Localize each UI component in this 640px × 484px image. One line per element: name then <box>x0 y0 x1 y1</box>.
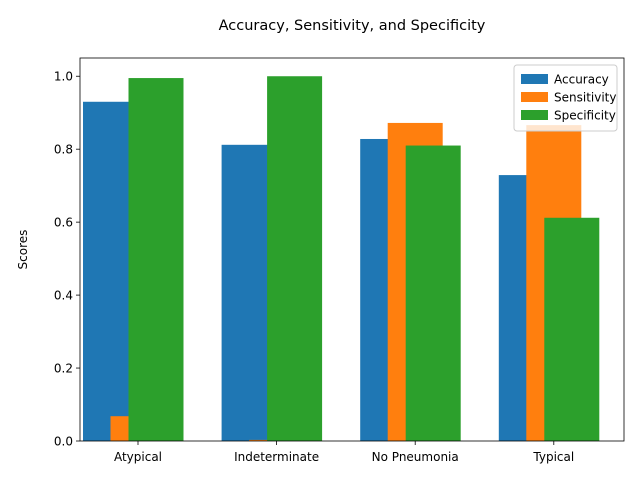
chart-title: Accuracy, Sensitivity, and Specificity <box>219 18 486 34</box>
x-tick-label-typical: Typical <box>532 450 574 464</box>
y-tick-label: 0.6 <box>54 216 73 230</box>
legend-swatch-specificity <box>521 110 548 120</box>
y-tick-label: 0.8 <box>54 143 73 157</box>
bars-layer <box>83 76 600 442</box>
bar-specificity-no-pneumonia <box>405 145 461 442</box>
legend-swatch-accuracy <box>521 74 548 84</box>
y-axis-label: Scores <box>16 230 30 270</box>
legend: Accuracy Sensitivity Specificity <box>513 64 618 132</box>
y-tick-label: 1.0 <box>54 70 73 84</box>
x-tick-label-indeterminate: Indeterminate <box>234 450 319 464</box>
legend-swatch-sensitivity <box>521 92 548 102</box>
legend-label-accuracy: Accuracy <box>554 73 609 87</box>
y-tick-label: 0.0 <box>54 435 73 449</box>
plot-frame <box>79 57 625 442</box>
bar-specificity-atypical <box>128 78 184 441</box>
y-tick-label: 0.4 <box>54 289 73 303</box>
legend-label-specificity: Specificity <box>554 109 616 123</box>
bar-specificity-indeterminate <box>267 76 323 442</box>
x-tick-label-no-pneumonia: No Pneumonia <box>372 450 459 464</box>
legend-label-sensitivity: Sensitivity <box>554 91 616 105</box>
y-tick-label: 0.2 <box>54 362 73 376</box>
y-axis: 0.0 0.2 0.4 0.6 0.8 1.0 <box>54 70 80 449</box>
x-tick-label-atypical: Atypical <box>114 450 162 464</box>
x-axis: Atypical Indeterminate No Pneumonia Typical <box>114 441 574 464</box>
bar-specificity-typical <box>544 217 600 441</box>
